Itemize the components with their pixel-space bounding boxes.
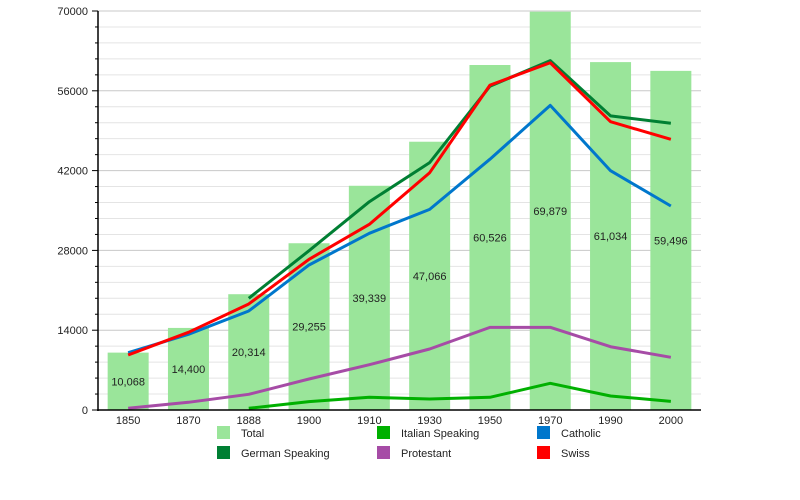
x-tick-label: 1990	[598, 415, 622, 427]
series-lines	[127, 59, 672, 410]
bar-label: 14,400	[172, 364, 206, 376]
legend-swatch	[377, 446, 390, 459]
bar-total-1850	[107, 352, 149, 410]
legend-swatch	[217, 446, 230, 459]
bar-label: 61,034	[594, 231, 628, 243]
x-axis-ticks: 1850 1870 1888 1900 1910 1930 1950 1970 1990 2000	[116, 415, 683, 427]
y-tick-label: 14000	[57, 325, 88, 337]
line-swiss	[127, 61, 672, 357]
x-tick-label: 2000	[659, 415, 683, 427]
y-axis-ticks: 0 14000 28000 42000 56000 70000	[57, 6, 98, 417]
legend-label: Italian Speaking	[401, 428, 479, 440]
legend-swatch	[537, 426, 550, 439]
x-tick-label: 1950	[478, 415, 502, 427]
legend-item-total: Total	[217, 426, 264, 440]
x-tick-label: 1850	[116, 415, 140, 427]
line-catholic	[127, 103, 672, 355]
y-tick-label: 70000	[57, 6, 88, 18]
y-tick-label: 0	[82, 405, 88, 417]
legend-label: Protestant	[401, 448, 451, 460]
legend-item-italian-speaking: Italian Speaking	[377, 426, 479, 440]
legend-label: Swiss	[561, 448, 590, 460]
bar-total-1870	[167, 327, 209, 410]
bar-label: 20,314	[232, 347, 266, 359]
legend-swatch	[537, 446, 550, 459]
bar-label: 39,339	[353, 293, 387, 305]
bars	[107, 11, 692, 411]
bar-label: 10,068	[111, 376, 145, 388]
line-german-speaking	[247, 59, 672, 300]
bar-labels: 10,068 14,400 20,314 29,255 39,339 47,066 60,5…	[111, 206, 687, 388]
legend-item-catholic: Catholic	[537, 426, 601, 440]
legend-label: Total	[241, 428, 264, 440]
legend-item-swiss: Swiss	[537, 446, 590, 460]
bar-total-1950	[469, 65, 511, 410]
bar-label: 29,255	[292, 322, 326, 334]
x-tick-label: 1930	[417, 415, 441, 427]
x-tick-label: 1870	[176, 415, 200, 427]
legend-item-german-speaking: German Speaking	[217, 446, 330, 460]
x-tick-label: 1900	[297, 415, 321, 427]
legend-label: German Speaking	[241, 448, 330, 460]
x-tick-label: 1888	[237, 415, 261, 427]
y-tick-label: 42000	[57, 166, 88, 178]
legend-item-protestant: Protestant	[377, 446, 451, 460]
y-tick-label: 56000	[57, 86, 88, 98]
x-tick-label: 1910	[357, 415, 381, 427]
line-italian-speaking	[248, 381, 671, 410]
axes	[97, 11, 701, 411]
legend-swatch	[377, 426, 390, 439]
legend-swatch	[217, 426, 230, 439]
line-protestant	[128, 325, 672, 410]
bar-label: 59,496	[654, 235, 688, 247]
legend: Total Italian Speaking Catholic German Spea…	[217, 426, 601, 460]
bar-total-1930	[409, 141, 451, 410]
bar-label: 47,066	[413, 271, 447, 283]
legend-label: Catholic	[561, 428, 601, 440]
x-tick-label: 1970	[538, 415, 562, 427]
bar-label: 69,879	[533, 206, 567, 218]
y-tick-label: 28000	[57, 245, 88, 257]
bar-label: 60,526	[473, 233, 507, 245]
